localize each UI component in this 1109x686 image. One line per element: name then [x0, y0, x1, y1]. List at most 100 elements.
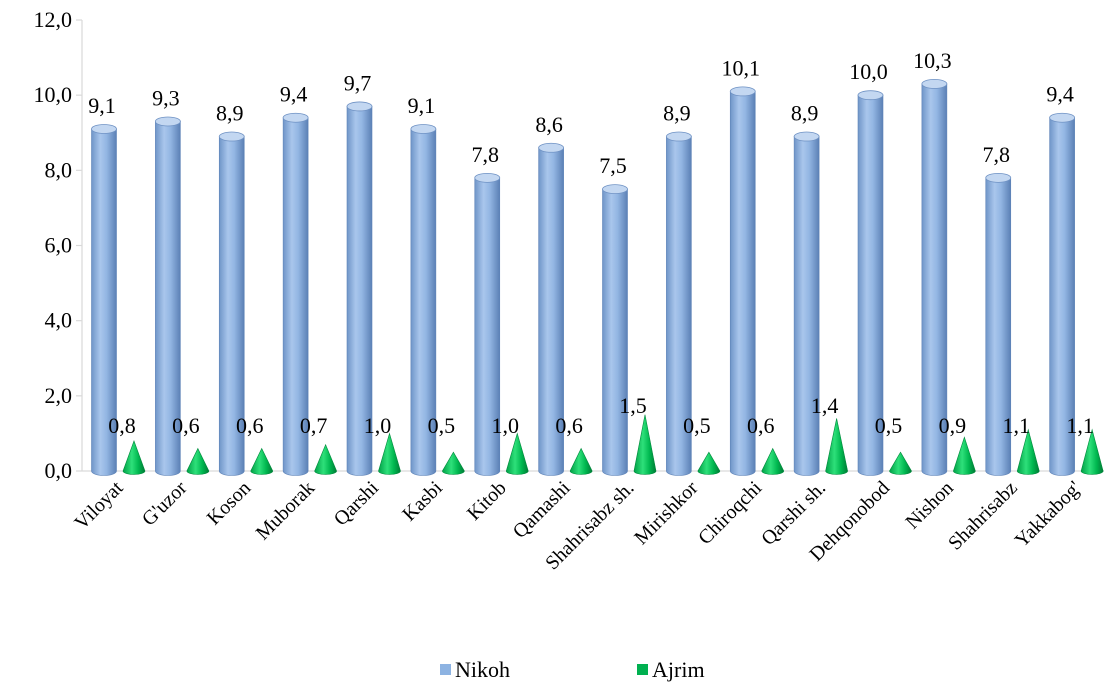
- nikoh-data-label: 8,9: [791, 101, 819, 126]
- nikoh-data-label: 9,1: [408, 93, 436, 118]
- y-tick-label: 6,0: [45, 233, 73, 258]
- nikoh-bar: [410, 124, 437, 476]
- nikoh-bar-top: [538, 142, 565, 153]
- nikoh-bar: [793, 131, 820, 476]
- y-tick-label: 8,0: [45, 157, 73, 182]
- nikoh-bar-body: [410, 128, 437, 476]
- x-tick-label: Qamashi: [509, 477, 575, 543]
- nikoh-bar-top: [1049, 112, 1076, 123]
- nikoh-data-label: 9,4: [280, 82, 308, 107]
- nikoh-data-label: 9,1: [88, 93, 116, 118]
- ajrim-cone: [825, 418, 848, 475]
- ajrim-data-label: 0,8: [108, 413, 136, 438]
- ajrim-cone-body: [825, 418, 848, 475]
- ajrim-cone-body: [314, 443, 337, 475]
- legend: Nikoh Ajrim: [440, 657, 705, 682]
- nikoh-bar: [1049, 112, 1076, 476]
- legend-item-nikoh: Nikoh: [440, 657, 510, 682]
- y-tick-label: 10,0: [34, 82, 73, 107]
- nikoh-bar-top: [474, 172, 501, 183]
- ajrim-data-label: 1,0: [364, 413, 392, 438]
- nikoh-bar-body: [282, 117, 309, 476]
- ajrim-cone-body: [505, 432, 529, 475]
- nikoh-bar-body: [91, 128, 117, 476]
- nikoh-bar-top: [729, 86, 756, 97]
- ajrim-cone: [569, 447, 593, 475]
- nikoh-bar-body: [793, 136, 820, 476]
- ajrim-cone-body: [442, 451, 465, 475]
- nikoh-data-label: 10,3: [913, 48, 952, 73]
- y-tick-label: 2,0: [45, 383, 73, 408]
- ajrim-data-label: 1,1: [1066, 413, 1094, 438]
- ajrim-cone: [633, 414, 657, 475]
- nikoh-data-label: 9,4: [1046, 82, 1074, 107]
- nikoh-bar-body: [474, 177, 501, 476]
- data-labels: 9,1 0,8 9,3 0,6 8,9 0,6 9,4 0,7 9,7 1,0 9,1 0,5 7,8 1…: [88, 48, 1094, 438]
- ajrim-cone: [761, 447, 785, 475]
- nikoh-bar: [474, 172, 501, 476]
- ajrim-series: [122, 414, 1104, 475]
- nikoh-bar-top: [282, 112, 309, 123]
- x-tick-label: G'uzor: [138, 477, 192, 531]
- ajrim-data-label: 0,6: [555, 413, 583, 438]
- nikoh-data-label: 9,7: [344, 70, 372, 95]
- x-tick-label: Viloyat: [70, 477, 127, 534]
- nikoh-data-label: 8,6: [535, 112, 563, 137]
- nikoh-bar-top: [410, 124, 437, 134]
- nikoh-bar: [282, 112, 309, 476]
- ajrim-data-label: 0,9: [939, 413, 967, 438]
- legend-swatch: [637, 664, 648, 675]
- nikoh-bar-top: [793, 131, 820, 142]
- nikoh-bar-body: [602, 188, 628, 476]
- nikoh-bar: [91, 124, 117, 476]
- nikoh-bar-top: [218, 131, 245, 142]
- ajrim-cone: [442, 451, 465, 475]
- ajrim-cone: [1016, 428, 1040, 475]
- ajrim-cone-body: [569, 447, 593, 475]
- nikoh-bar-top: [857, 90, 884, 101]
- nikoh-bar-top: [602, 184, 628, 195]
- nikoh-data-label: 8,9: [216, 101, 244, 126]
- x-tick-label: Mirishkor: [630, 477, 702, 549]
- nikoh-bar: [154, 116, 181, 476]
- y-tick-label: 12,0: [34, 7, 73, 32]
- nikoh-bar: [729, 86, 756, 476]
- ajrim-cone: [378, 432, 401, 475]
- legend-label: Ajrim: [652, 657, 705, 682]
- x-tick-label: Koson: [203, 477, 255, 529]
- nikoh-bar-top: [154, 116, 181, 127]
- nikoh-bar-top: [665, 131, 692, 142]
- ajrim-cone: [314, 443, 337, 475]
- ajrim-data-label: 0,6: [172, 413, 200, 438]
- ajrim-cone: [250, 447, 274, 475]
- ajrim-data-label: 0,6: [747, 413, 775, 438]
- ajrim-data-label: 0,5: [428, 413, 456, 438]
- nikoh-data-label: 9,3: [152, 85, 180, 110]
- ajrim-data-label: 1,0: [492, 413, 520, 438]
- ajrim-cone-body: [889, 451, 912, 475]
- nikoh-data-label: 10,1: [722, 55, 761, 80]
- nikoh-bar-top: [91, 124, 117, 134]
- ajrim-cone-body: [1080, 428, 1104, 475]
- x-tick-label: Kasbi: [398, 477, 447, 526]
- ajrim-data-label: 1,1: [1003, 413, 1031, 438]
- legend-swatch: [440, 664, 451, 675]
- ajrim-cone: [889, 451, 912, 475]
- ajrim-data-label: 0,5: [875, 413, 903, 438]
- ajrim-cone: [186, 447, 210, 475]
- ajrim-cone-body: [697, 451, 721, 475]
- ajrim-cone: [505, 432, 529, 475]
- legend-item-ajrim: Ajrim: [637, 657, 705, 682]
- nikoh-bar: [921, 78, 948, 476]
- nikoh-bar-body: [538, 147, 564, 476]
- nikoh-bar: [218, 131, 245, 476]
- nikoh-data-label: 7,8: [983, 142, 1011, 167]
- nikoh-bar-body: [155, 121, 181, 476]
- ajrim-cone: [953, 436, 976, 475]
- nikoh-bar-body: [985, 177, 1012, 476]
- ajrim-cone: [697, 451, 721, 475]
- ajrim-cone-body: [953, 436, 976, 475]
- nikoh-bar: [665, 131, 692, 476]
- x-tick-label: Muborak: [252, 477, 319, 544]
